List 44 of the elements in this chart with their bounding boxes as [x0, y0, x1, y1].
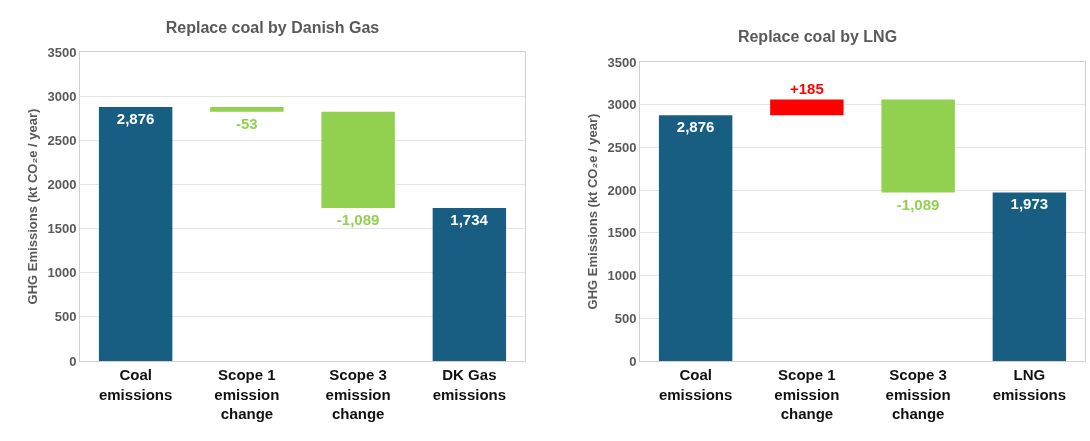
x-tick-label: LNG emissions: [992, 366, 1067, 403]
data-label: 2,876: [676, 118, 715, 136]
y-tick-label: 3000: [607, 97, 637, 113]
y-tick-label: 2000: [47, 176, 77, 192]
y-tick-label: 2500: [47, 132, 77, 148]
y-tick-label: 2500: [607, 139, 637, 155]
x-tick-label: DK Gas emissions: [432, 366, 507, 403]
y-tick-label: 0: [629, 353, 637, 369]
data-label: 1,973: [1010, 195, 1049, 213]
data-label: -1,089: [336, 210, 380, 228]
y-tick-label: 3500: [607, 54, 637, 70]
y-tick-label: 1500: [607, 225, 637, 241]
bar: [98, 107, 173, 361]
x-tick-label: Scope 3 emission change: [885, 366, 951, 422]
y-tick-label: 3500: [47, 44, 77, 60]
data-label: -1,089: [896, 195, 940, 213]
data-label: -53: [236, 114, 258, 132]
data-label: +185: [789, 79, 824, 97]
bar: [881, 99, 955, 193]
bar: [770, 99, 844, 116]
x-tick-label: Scope 1 emission change: [774, 366, 840, 422]
x-tick-label: Scope 3 emission change: [325, 366, 391, 422]
chart-title: Replace coal by LNG: [737, 28, 898, 46]
y-tick-label: 500: [614, 310, 637, 326]
y-tick-label: 3000: [47, 88, 77, 104]
bar: [210, 107, 284, 112]
y-tick-label: 1000: [47, 265, 77, 281]
x-tick-label: Scope 1 emission change: [214, 366, 280, 422]
y-axis-title: GHG Emissions (kt CO₂e / year): [585, 113, 601, 310]
y-tick-label: 500: [54, 309, 77, 325]
bar: [432, 207, 507, 361]
chart-title: Replace coal by Danish Gas: [165, 19, 380, 37]
y-tick-label: 1000: [607, 268, 637, 284]
bar: [321, 111, 395, 208]
y-tick-label: 2000: [607, 182, 637, 198]
y-tick-label: 1500: [47, 221, 77, 237]
x-tick-label: Coal emissions: [98, 366, 173, 403]
y-axis-title: GHG Emissions (kt CO₂e / year): [25, 108, 41, 305]
data-label: 2,876: [116, 110, 155, 128]
x-tick-label: Coal emissions: [658, 366, 733, 403]
bar: [658, 115, 733, 361]
data-label: 1,734: [450, 210, 489, 228]
y-tick-label: 0: [69, 353, 77, 369]
bar: [992, 192, 1067, 361]
